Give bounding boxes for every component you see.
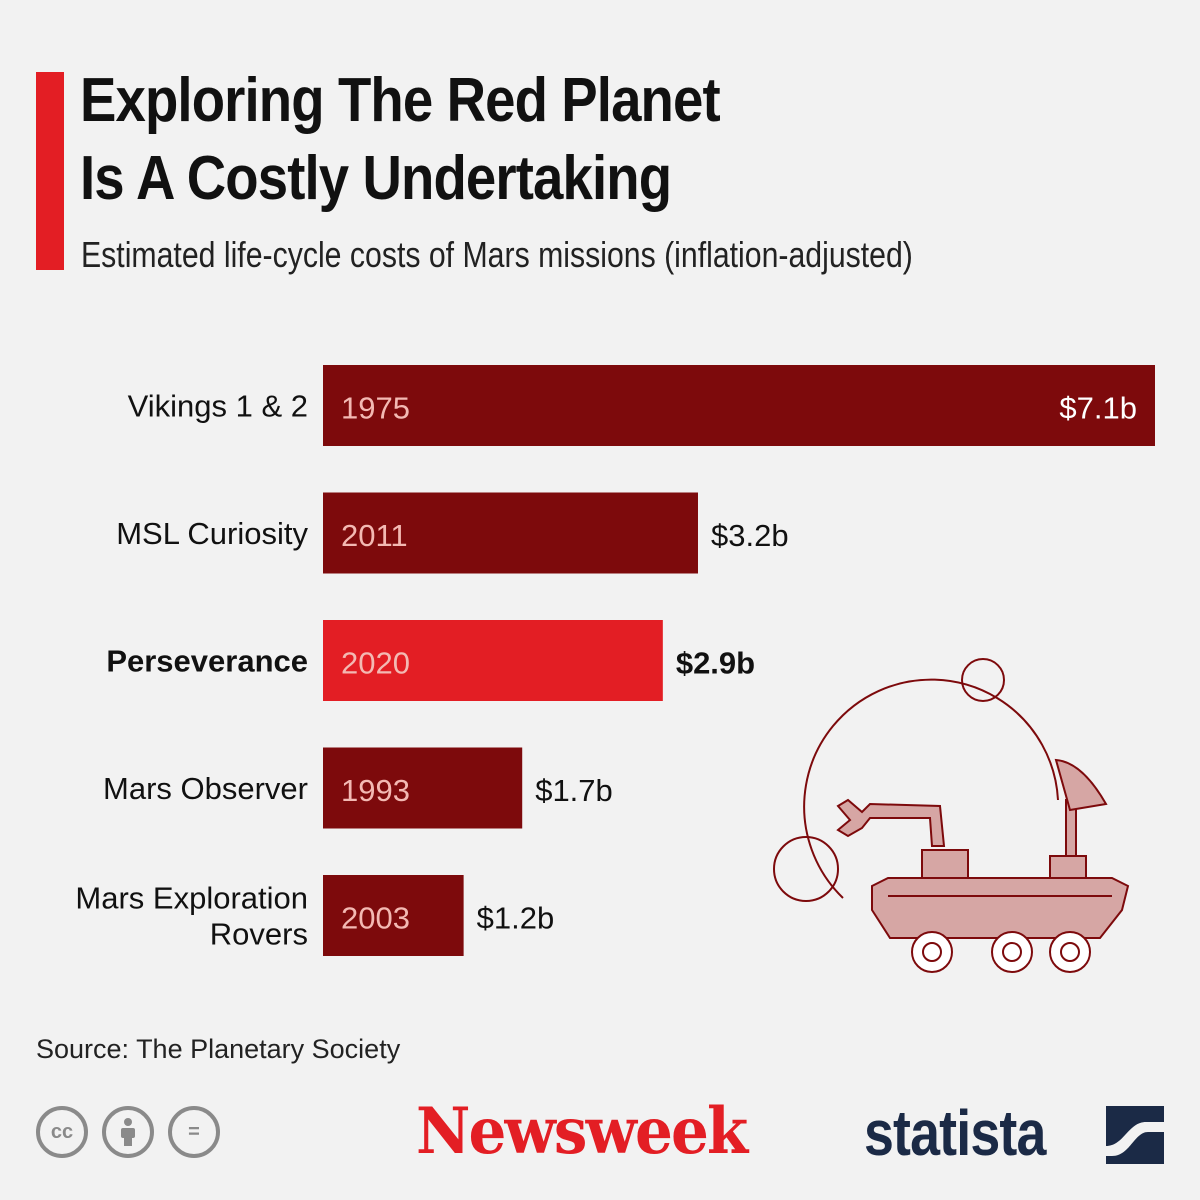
bar-4 <box>323 875 464 956</box>
title-line-1: Exploring The Red Planet <box>80 66 721 135</box>
value-label-1: $3.2b <box>711 518 789 553</box>
category-label-line: Mars Exploration <box>75 881 308 916</box>
year-label-0: 1975 <box>341 391 410 426</box>
attribution-icon <box>102 1106 154 1158</box>
value-label-3: $1.7b <box>535 773 613 808</box>
bar-2 <box>323 620 663 701</box>
source-note: Source: The Planetary Society <box>36 1034 401 1064</box>
chart-title: Exploring The Red Planet Is A Costly Und… <box>80 62 960 218</box>
year-label-2: 2020 <box>341 646 410 681</box>
chart-subtitle: Estimated life-cycle costs of Mars missi… <box>81 234 913 275</box>
year-label-1: 2011 <box>341 518 408 553</box>
bars-layer: Vikings 1 & 2 1975 $7.1b MSL Curiosity 2011 $… <box>75 365 1155 956</box>
statista-mark-icon <box>1106 1106 1164 1164</box>
bar-1 <box>323 492 698 574</box>
mars-rover-icon <box>773 658 1130 973</box>
category-label-1: MSL Curiosity <box>116 516 308 551</box>
value-label-2: $2.9b <box>676 646 755 681</box>
category-label-line: Rovers <box>210 917 308 952</box>
category-label-line: Perseverance <box>106 644 308 679</box>
newsweek-logo: Newsweek <box>416 1094 748 1169</box>
title-line-2: Is A Costly Undertaking <box>80 144 672 213</box>
year-label-4: 2003 <box>341 901 410 936</box>
category-label-line: Mars Observer <box>103 771 308 806</box>
title-accent-bar <box>36 72 64 270</box>
statista-logo: statista <box>864 1097 1046 1169</box>
value-label-4: $1.2b <box>477 901 555 936</box>
category-label-line: Vikings 1 & 2 <box>128 389 308 424</box>
license-icons: cc = <box>36 1106 220 1158</box>
bar-chart: Vikings 1 & 2 1975 $7.1b MSL Curiosity 2011 $… <box>75 365 1155 973</box>
no-derivatives-icon: = <box>168 1106 220 1158</box>
year-label-3: 1993 <box>341 773 410 808</box>
bar-0 <box>323 365 1155 446</box>
category-label-2: Perseverance <box>106 644 308 679</box>
category-label-4: Mars Exploration Rovers <box>75 881 308 952</box>
category-label-0: Vikings 1 & 2 <box>128 389 308 424</box>
category-label-line: MSL Curiosity <box>116 516 308 551</box>
category-label-3: Mars Observer <box>103 771 308 806</box>
cc-icon: cc <box>36 1106 88 1158</box>
value-label-0: $7.1b <box>1059 391 1137 426</box>
bar-3 <box>323 747 523 829</box>
